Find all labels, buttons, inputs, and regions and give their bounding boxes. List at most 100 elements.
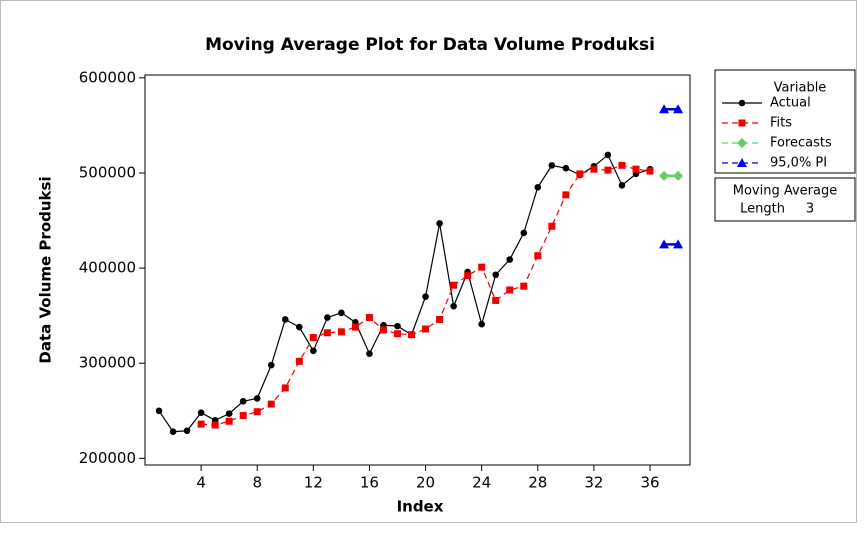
y-tick-label: 400000	[79, 259, 136, 277]
x-tick-label: 8	[252, 474, 262, 492]
x-tick-label: 20	[416, 474, 435, 492]
data-point	[673, 239, 684, 249]
x-tick-label: 32	[584, 474, 603, 492]
data-point	[155, 407, 163, 415]
data-point	[310, 347, 317, 355]
legend-marker	[738, 119, 746, 127]
data-point	[604, 166, 612, 174]
chart-frame	[0, 0, 857, 523]
legend-box	[714, 69, 856, 174]
data-point	[673, 170, 684, 181]
data-point	[534, 252, 542, 260]
data-point	[197, 409, 205, 416]
data-point	[450, 281, 458, 289]
data-point	[534, 183, 542, 191]
data-point	[394, 330, 402, 338]
data-point	[323, 329, 331, 337]
legend-label: Forecasts	[770, 136, 832, 151]
y-tick-label: 500000	[79, 163, 136, 181]
data-point	[478, 263, 486, 271]
data-point	[576, 170, 584, 178]
data-point	[253, 408, 261, 416]
data-point	[436, 315, 444, 323]
annotation-title: Moving Average	[733, 184, 837, 199]
data-point	[604, 151, 612, 159]
data-point	[436, 220, 443, 227]
legend-title: Variable	[774, 81, 827, 96]
data-point	[253, 395, 261, 402]
x-tick-label: 16	[360, 474, 379, 492]
data-point	[618, 182, 626, 189]
data-point	[422, 293, 429, 300]
y-axis-label: Data Volume Produksi	[37, 176, 55, 363]
data-point	[309, 334, 317, 342]
y-tick-label: 200000	[79, 449, 136, 467]
legend-marker	[737, 158, 747, 167]
data-point	[281, 316, 289, 323]
series-line	[201, 164, 651, 426]
data-point	[295, 357, 303, 365]
data-point	[450, 302, 457, 310]
data-point	[296, 323, 303, 331]
x-tick-label: 12	[304, 474, 323, 492]
data-point	[478, 320, 485, 328]
data-point	[659, 170, 670, 181]
data-point	[520, 229, 528, 237]
legend-marker	[738, 99, 746, 107]
data-point	[211, 421, 219, 429]
y-tick-label: 600000	[79, 68, 136, 86]
data-point	[673, 104, 684, 114]
legend-marker	[737, 138, 747, 148]
annotation-value: 3	[806, 202, 814, 217]
data-point	[169, 428, 177, 436]
data-point	[562, 164, 570, 172]
data-point	[225, 410, 233, 417]
plot-area	[144, 74, 691, 466]
data-point	[618, 161, 626, 169]
data-point	[506, 286, 514, 294]
data-point	[590, 165, 598, 173]
data-point	[659, 104, 670, 114]
data-point	[422, 325, 430, 333]
data-point	[365, 314, 373, 322]
data-point	[183, 427, 191, 435]
data-point	[197, 420, 205, 428]
data-point	[239, 397, 247, 405]
data-point	[492, 296, 500, 304]
y-tick-label: 300000	[79, 354, 136, 372]
data-point	[548, 222, 556, 230]
annotation-box	[714, 177, 856, 222]
annotation-label: Length	[740, 202, 785, 217]
x-tick-label: 28	[528, 474, 547, 492]
data-point	[394, 322, 401, 330]
data-point	[324, 314, 331, 321]
data-point	[379, 326, 387, 334]
x-tick-label: 24	[472, 474, 491, 492]
data-point	[562, 191, 570, 199]
x-axis-label: Index	[397, 498, 444, 516]
data-point	[659, 239, 670, 249]
data-point	[464, 272, 472, 280]
data-point	[548, 162, 556, 169]
data-point	[351, 323, 359, 331]
data-point	[646, 167, 654, 175]
data-point	[225, 417, 233, 425]
chart-title: Moving Average Plot for Data Volume Prod…	[205, 35, 655, 55]
data-point	[239, 412, 247, 420]
legend-label: Fits	[770, 116, 792, 131]
data-point	[366, 350, 373, 358]
x-tick-label: 4	[196, 474, 206, 492]
data-point	[338, 309, 345, 317]
data-point	[281, 384, 289, 392]
x-tick-label: 36	[640, 474, 659, 492]
data-point	[337, 328, 345, 336]
data-point	[408, 331, 416, 339]
legend-label: Actual	[770, 96, 811, 111]
data-point	[492, 271, 500, 279]
data-point	[632, 165, 640, 173]
data-point	[520, 282, 528, 290]
legend-label: 95,0% PI	[770, 156, 827, 171]
data-point	[267, 400, 275, 408]
data-point	[267, 361, 275, 369]
